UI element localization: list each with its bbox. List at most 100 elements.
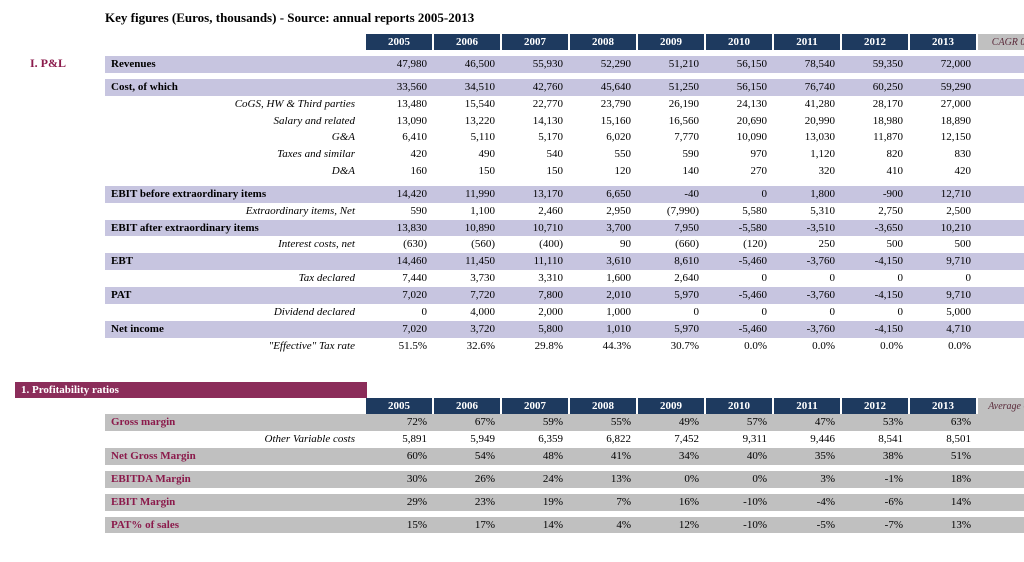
cell: 23% bbox=[433, 494, 501, 511]
summary-cell: 5.2% bbox=[977, 56, 1024, 73]
cell: 820 bbox=[841, 146, 909, 163]
cell: 12% bbox=[637, 517, 705, 534]
cell: 1,000 bbox=[569, 304, 637, 321]
cell: 11,870 bbox=[841, 129, 909, 146]
cell: 14,420 bbox=[365, 186, 433, 203]
cell: 7,020 bbox=[365, 287, 433, 304]
cell: 5,891 bbox=[365, 431, 433, 448]
cell: 11,990 bbox=[433, 186, 501, 203]
year-header: 2005 bbox=[365, 34, 433, 50]
cell: 120 bbox=[569, 163, 637, 180]
row-sublabel: CoGS, HW & Third parties bbox=[105, 96, 365, 113]
cell: 550 bbox=[569, 146, 637, 163]
year-header: 2010 bbox=[705, 398, 773, 414]
cell: 57% bbox=[705, 414, 773, 431]
pl-table: 2005 2006 2007 2008 2009 2010 2011 2012 … bbox=[15, 34, 1024, 354]
cell: 30.7% bbox=[637, 338, 705, 355]
cell: 18,890 bbox=[909, 113, 977, 130]
cell: 250 bbox=[773, 236, 841, 253]
table-row: Cost, of which33,56034,51042,76045,64051… bbox=[15, 79, 1024, 96]
cell: -3,650 bbox=[841, 220, 909, 237]
cell: 13,090 bbox=[365, 113, 433, 130]
table-row: PAT% of sales15%17%14%4%12%-10%-5%-7%13%… bbox=[15, 517, 1024, 534]
cell: 2,460 bbox=[501, 203, 569, 220]
table-row: Taxes and similar4204905405505909701,120… bbox=[15, 146, 1024, 163]
cell: 15,540 bbox=[433, 96, 501, 113]
year-header: 2008 bbox=[569, 34, 637, 50]
summary-cell bbox=[977, 113, 1024, 130]
summary-cell bbox=[977, 431, 1024, 448]
year-header: 2009 bbox=[637, 398, 705, 414]
cell: 12,710 bbox=[909, 186, 977, 203]
ratio-label: Gross margin bbox=[105, 414, 365, 431]
summary-cell bbox=[977, 146, 1024, 163]
cell: -3,760 bbox=[773, 321, 841, 338]
year-header: 2011 bbox=[773, 398, 841, 414]
cell: 23,790 bbox=[569, 96, 637, 113]
cell: 10,210 bbox=[909, 220, 977, 237]
cell: 60% bbox=[365, 448, 433, 465]
ratio-label: Net Gross Margin bbox=[105, 448, 365, 465]
summary-cell: 10% bbox=[977, 494, 1024, 511]
table-row: EBT14,46011,45011,1103,6108,610-5,460-3,… bbox=[15, 253, 1024, 270]
cell: -3,760 bbox=[773, 253, 841, 270]
table-row: Interest costs, net(630)(560)(400)90(660… bbox=[15, 236, 1024, 253]
cell: 4% bbox=[569, 517, 637, 534]
page-title: Key figures (Euros, thousands) - Source:… bbox=[15, 10, 1009, 26]
cell: 11,450 bbox=[433, 253, 501, 270]
cell: 26% bbox=[433, 471, 501, 488]
cell: 17% bbox=[433, 517, 501, 534]
cell: 7% bbox=[569, 494, 637, 511]
cell: 3,610 bbox=[569, 253, 637, 270]
cell: 590 bbox=[365, 203, 433, 220]
summary-cell: 58% bbox=[977, 414, 1024, 431]
cell: -3,760 bbox=[773, 287, 841, 304]
cell: 24% bbox=[501, 471, 569, 488]
cell: (630) bbox=[365, 236, 433, 253]
cell: 7,720 bbox=[433, 287, 501, 304]
table-row: Salary and related13,09013,22014,13015,1… bbox=[15, 113, 1024, 130]
cell: 6,359 bbox=[501, 431, 569, 448]
cell: 0% bbox=[637, 471, 705, 488]
table-row: D&A160150150120140270320410420 bbox=[15, 163, 1024, 180]
cell: 51,210 bbox=[637, 56, 705, 73]
cell: 6,410 bbox=[365, 129, 433, 146]
cell: 2,010 bbox=[569, 287, 637, 304]
cell: 0.0% bbox=[841, 338, 909, 355]
cell: 11,110 bbox=[501, 253, 569, 270]
cell: 54% bbox=[433, 448, 501, 465]
cell: 5,580 bbox=[705, 203, 773, 220]
cell: 3,310 bbox=[501, 270, 569, 287]
cell: 40% bbox=[705, 448, 773, 465]
cell: 14,460 bbox=[365, 253, 433, 270]
cell: 0.0% bbox=[773, 338, 841, 355]
cell: 59,350 bbox=[841, 56, 909, 73]
cell: 1,800 bbox=[773, 186, 841, 203]
cell: 0.0% bbox=[909, 338, 977, 355]
table-row: "Effective" Tax rate51.5%32.6%29.8%44.3%… bbox=[15, 338, 1024, 355]
table-row: EBITDA Margin30%26%24%13%0%0%3%-1%18%13% bbox=[15, 471, 1024, 488]
cell: 13% bbox=[909, 517, 977, 534]
cell: 0 bbox=[909, 270, 977, 287]
summary-cell bbox=[977, 163, 1024, 180]
cell: 33,560 bbox=[365, 79, 433, 96]
cell: 6,650 bbox=[569, 186, 637, 203]
cell: 78,540 bbox=[773, 56, 841, 73]
cell: 72,000 bbox=[909, 56, 977, 73]
cell: 20,990 bbox=[773, 113, 841, 130]
cell: 16% bbox=[637, 494, 705, 511]
cell: 59,290 bbox=[909, 79, 977, 96]
cell: 51.5% bbox=[365, 338, 433, 355]
cell: 18% bbox=[909, 471, 977, 488]
row-label: Cost, of which bbox=[105, 79, 365, 96]
year-header: 2012 bbox=[841, 398, 909, 414]
cell: 160 bbox=[365, 163, 433, 180]
year-header: 2008 bbox=[569, 398, 637, 414]
cell: 22,770 bbox=[501, 96, 569, 113]
cell: 5,949 bbox=[433, 431, 501, 448]
summary-cell bbox=[977, 236, 1024, 253]
cell: 42,760 bbox=[501, 79, 569, 96]
summary-cell bbox=[977, 338, 1024, 355]
cell: 72% bbox=[365, 414, 433, 431]
table-row: Gross margin72%67%59%55%49%57%47%53%63%5… bbox=[15, 414, 1024, 431]
